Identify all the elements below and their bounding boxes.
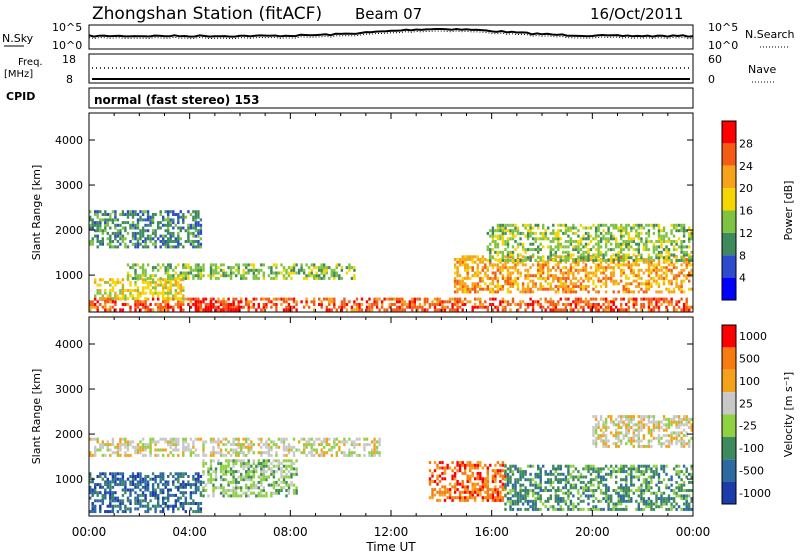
colorbar-tick-label: -500 [739,464,764,477]
y-tick-label: 4000 [55,338,83,351]
colorbar-label: Power [dB] [782,181,795,241]
colorbar-segment [722,347,736,370]
search-tick-bottom: 10^0 [708,39,738,52]
velocity-panel-data-field [89,415,693,514]
freq-tick-top: 18 [62,53,76,66]
x-tick-label: 20:00 [575,525,610,539]
x-tick-label: 16:00 [474,525,509,539]
colorbar-segment [722,143,736,166]
y-tick-label: 2000 [55,428,83,441]
colorbar-segment [722,325,736,348]
nave-tick-top: 60 [708,53,722,66]
search-tick-top: 10^5 [708,21,738,34]
n-sky-trace [88,27,694,38]
freq-label: Freq. [18,57,43,68]
colorbar-segment [722,436,736,460]
x-tick-label: 08:00 [273,525,308,539]
y-axis-label: Slant Range [km] [30,369,43,465]
cpid-panel [88,87,694,109]
colorbar-tick-label: 24 [739,160,753,173]
x-tick-label: 00:00 [72,525,107,539]
power-panel: 1000 2000 3000 4000 Slant Range [km] 4 8 12 16 20… [30,112,795,313]
velocity-panel-colorbar: 1000 500 100 25 -25 -100 -500 -1000 Velocity [m … [721,324,795,505]
n-search-label: N.Search [745,28,795,41]
colorbar-segment [722,188,736,211]
nave-label: Nave [748,63,776,76]
colorbar-segment [722,121,736,144]
colorbar-segment [722,232,736,256]
y-tick-label: 3000 [55,179,83,192]
y-tick-label: 2000 [55,224,83,237]
colorbar-segment [722,255,736,278]
n-sky-label: N.Sky [2,32,34,45]
colorbar-tick-label: 16 [739,205,753,218]
colorbar-tick-label: 28 [739,137,753,150]
colorbar-tick-label: -1000 [739,487,771,500]
colorbar-tick-label: 100 [739,375,760,388]
colorbar-label: Velocity [m s⁻¹] [782,372,795,457]
colorbar-segment [722,277,736,300]
n-search-trace [88,30,694,40]
colorbar-tick-label: -25 [739,420,757,433]
y-tick-label: 4000 [55,134,83,147]
colorbar-segment [722,459,736,482]
colorbar-tick-label: 1000 [739,330,767,343]
x-axis: 00:00 04:00 08:00 12:00 16:00 20:00 00:00 [72,525,711,539]
y-axis-label: Slant Range [km] [30,165,43,261]
colorbar-tick-label: 500 [739,353,760,366]
colorbar-frame [721,120,737,301]
colorbar-tick-label: -100 [739,442,764,455]
colorbar-tick-label: 25 [739,397,753,410]
sky-tick-bottom: 10^0 [52,39,82,52]
cpid-label: CPID [6,90,35,103]
station-title: Zhongshan Station (fitACF) [92,4,322,24]
power-panel-data-field [89,210,693,312]
freq-unit-label: [MHz] [4,69,33,80]
colorbar-segment [722,414,736,437]
colorbar-segment [722,481,736,504]
x-tick-label: 00:00 [676,525,711,539]
y-tick-label: 3000 [55,383,83,396]
colorbar-segment [722,210,736,233]
x-tick-label: 12:00 [374,525,409,539]
freq-tick-bottom: 8 [66,73,73,86]
date-label: 16/Oct/2011 [590,5,683,23]
freq-panel [88,53,694,84]
colorbar-segment [722,392,736,415]
y-tick-label: 1000 [55,473,83,486]
sky-tick-top: 10^5 [52,21,82,34]
nave-tick-bottom: 0 [708,73,715,86]
y-tick-label: 1000 [55,269,83,282]
colorbar-segment [722,369,736,393]
colorbar-frame [721,324,737,505]
colorbar-segment [722,165,736,189]
colorbar-tick-label: 20 [739,182,753,195]
colorbar-tick-label: 8 [739,249,746,262]
beam-label: Beam 07 [355,5,422,23]
colorbar-tick-label: 12 [739,227,753,240]
colorbar-tick-label: 4 [739,272,746,285]
cpid-text: normal (fast stereo) 153 [94,93,260,107]
x-axis-label: Time UT [365,540,416,554]
power-panel-colorbar: 4 8 12 16 20 24 28 Power [dB] [721,120,795,301]
x-tick-label: 04:00 [172,525,207,539]
